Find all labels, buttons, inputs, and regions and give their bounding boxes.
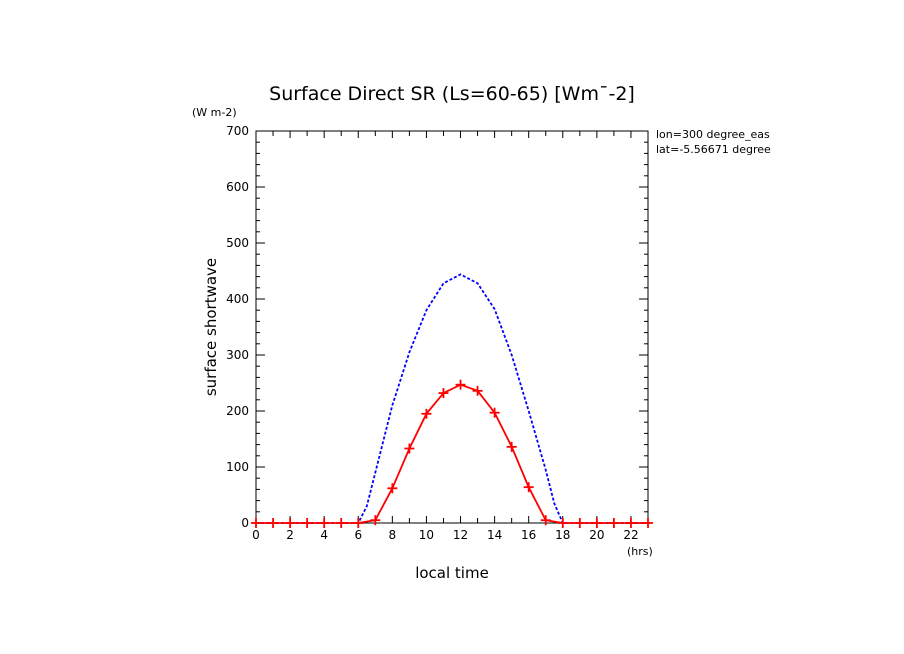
data-point-marker — [591, 518, 602, 528]
chart-title: Surface Direct SR (Ls=60-65) [Wm¯-2] — [269, 83, 635, 105]
x-tick-label: 16 — [521, 528, 536, 542]
x-tick-label: 10 — [419, 528, 434, 542]
data-point-marker — [455, 379, 466, 390]
x-tick-label: 18 — [555, 528, 570, 542]
y-tick-label: 200 — [226, 404, 249, 418]
series-line-0 — [256, 273, 648, 524]
x-tick-label: 14 — [487, 528, 502, 542]
y-tick-label: 300 — [226, 348, 249, 362]
data-point-marker — [540, 515, 551, 526]
data-point-marker — [285, 518, 296, 528]
x-axis-label: local time — [415, 564, 489, 582]
x-tick-label: 6 — [354, 528, 362, 542]
x-unit-label: (hrs) — [627, 545, 653, 558]
data-point-marker — [421, 408, 432, 419]
x-tick-label: 2 — [286, 528, 294, 542]
data-point-marker — [387, 483, 398, 494]
data-point-marker — [302, 518, 313, 528]
series-line-1 — [256, 383, 648, 524]
data-point-marker — [523, 482, 534, 493]
data-point-marker — [557, 518, 568, 528]
axis-ticks: 0 2 4 6 8 10 12 14 16 18 20 22 0 100 200 300 400 500 600 70… — [226, 124, 649, 542]
x-tick-label: 20 — [589, 528, 604, 542]
x-tick-label: 4 — [320, 528, 328, 542]
data-point-marker — [574, 518, 585, 528]
data-point-marker — [506, 441, 517, 452]
data-point-marker — [251, 518, 261, 528]
x-tick-label: 0 — [252, 528, 260, 542]
data-point-marker — [438, 388, 449, 399]
y-tick-label: 0 — [241, 516, 249, 530]
x-tick-label: 12 — [453, 528, 468, 542]
y-tick-label: 600 — [226, 180, 249, 194]
data-point-marker — [370, 515, 381, 526]
y-tick-label: 500 — [226, 236, 249, 250]
data-point-marker — [404, 443, 415, 454]
data-point-marker — [353, 518, 364, 528]
y-tick-label: 100 — [226, 460, 249, 474]
annotation-lon: lon=300 degree_eas — [656, 128, 770, 141]
y-tick-label: 400 — [226, 292, 249, 306]
data-point-marker — [489, 407, 500, 418]
data-point-marker — [319, 518, 330, 528]
data-point-marker — [625, 518, 636, 528]
data-point-marker — [472, 385, 483, 396]
x-tick-label: 22 — [623, 528, 638, 542]
plot-frame — [255, 130, 649, 524]
y-tick-label: 700 — [226, 124, 249, 138]
annotation-lat: lat=-5.56671 degree — [656, 143, 771, 156]
data-point-marker — [608, 518, 619, 528]
x-tick-label: 8 — [389, 528, 397, 542]
series-layer — [251, 273, 653, 528]
y-axis-label: surface shortwave — [202, 258, 220, 396]
data-point-marker — [268, 518, 279, 528]
data-point-marker — [336, 518, 347, 528]
y-unit-label: (W m-2) — [192, 106, 237, 119]
data-point-marker — [643, 518, 653, 528]
